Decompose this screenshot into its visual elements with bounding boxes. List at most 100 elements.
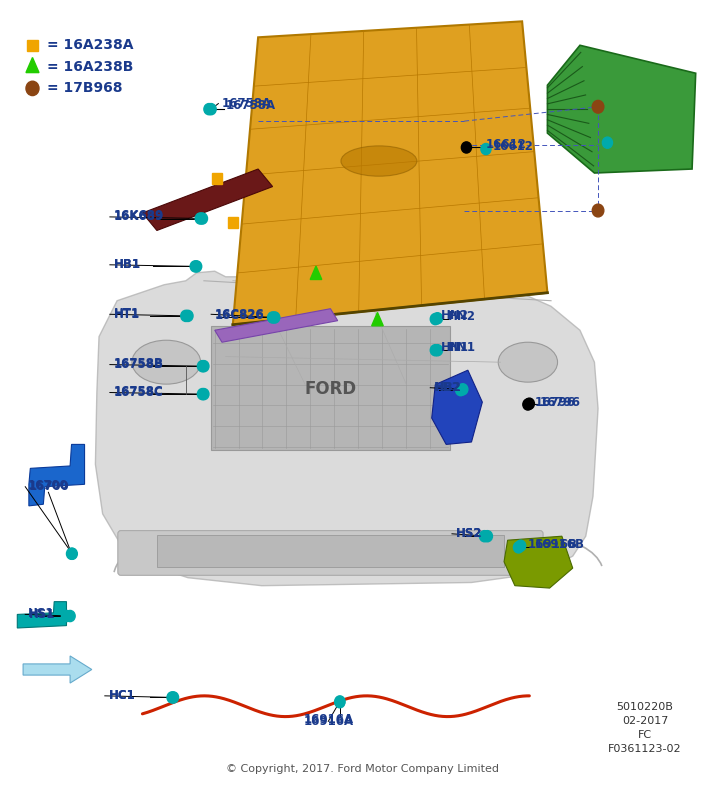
Ellipse shape	[132, 340, 200, 384]
Text: 16916A: 16916A	[303, 713, 354, 727]
Circle shape	[65, 610, 76, 622]
Circle shape	[190, 261, 200, 272]
Text: 16758A: 16758A	[226, 99, 276, 112]
Circle shape	[603, 137, 613, 148]
Text: 16758C: 16758C	[113, 385, 163, 398]
Circle shape	[204, 103, 214, 115]
Circle shape	[335, 696, 345, 707]
Circle shape	[26, 81, 39, 95]
Text: HS1: HS1	[29, 608, 55, 621]
Polygon shape	[233, 22, 547, 324]
Text: HC1: HC1	[108, 690, 135, 702]
Text: HB2: HB2	[436, 381, 462, 394]
Text: HB1: HB1	[113, 258, 141, 272]
Ellipse shape	[498, 342, 558, 382]
Circle shape	[515, 540, 526, 551]
Circle shape	[199, 388, 209, 400]
Text: HT1: HT1	[113, 307, 139, 320]
Polygon shape	[17, 602, 67, 628]
Text: 16796: 16796	[535, 396, 576, 409]
Polygon shape	[142, 169, 272, 231]
Circle shape	[181, 310, 191, 321]
Text: 16916B: 16916B	[534, 538, 584, 551]
Text: = 16A238B: = 16A238B	[47, 60, 134, 74]
Circle shape	[592, 100, 604, 113]
Bar	[211, 326, 450, 450]
Circle shape	[68, 548, 78, 559]
Circle shape	[62, 610, 72, 622]
Polygon shape	[372, 312, 383, 326]
Circle shape	[461, 142, 471, 153]
Text: HN2: HN2	[441, 309, 469, 322]
Text: HT1: HT1	[113, 308, 139, 320]
Bar	[228, 217, 237, 227]
Circle shape	[456, 384, 465, 396]
Text: = 16A238A: = 16A238A	[47, 38, 134, 52]
Circle shape	[481, 143, 491, 155]
Ellipse shape	[341, 146, 417, 176]
Text: HC1: HC1	[108, 689, 135, 702]
Polygon shape	[310, 266, 322, 280]
Circle shape	[523, 399, 533, 410]
Text: 16758B: 16758B	[113, 358, 163, 371]
Text: HN1: HN1	[441, 341, 469, 354]
Circle shape	[206, 103, 216, 115]
Text: HS2: HS2	[456, 527, 482, 541]
Circle shape	[513, 541, 523, 553]
Polygon shape	[95, 272, 598, 586]
Text: FORD: FORD	[304, 380, 356, 397]
Circle shape	[167, 692, 177, 703]
Circle shape	[183, 310, 193, 321]
Circle shape	[592, 204, 604, 217]
Text: HB1: HB1	[113, 257, 141, 271]
Circle shape	[269, 312, 280, 323]
Polygon shape	[432, 370, 482, 445]
Text: HS1: HS1	[28, 607, 54, 620]
Circle shape	[431, 344, 441, 356]
Text: HN2: HN2	[449, 310, 476, 323]
Circle shape	[192, 261, 202, 272]
FancyBboxPatch shape	[118, 530, 543, 575]
Text: 16K689: 16K689	[113, 209, 164, 222]
Circle shape	[195, 213, 205, 224]
Circle shape	[197, 388, 208, 400]
Text: 16700: 16700	[29, 481, 70, 493]
Polygon shape	[29, 445, 84, 506]
Text: 16758B: 16758B	[113, 357, 163, 370]
Text: 16C826: 16C826	[215, 308, 264, 321]
Circle shape	[524, 398, 534, 409]
Text: 16612: 16612	[493, 140, 534, 153]
Text: 16758A: 16758A	[222, 97, 272, 110]
Text: 16758C: 16758C	[113, 386, 163, 399]
Circle shape	[335, 697, 345, 708]
Polygon shape	[215, 308, 338, 342]
Bar	[28, 40, 38, 51]
Circle shape	[457, 384, 468, 395]
Polygon shape	[23, 656, 91, 683]
Polygon shape	[547, 46, 696, 173]
Text: 16612: 16612	[486, 138, 527, 151]
Polygon shape	[26, 58, 39, 73]
Circle shape	[197, 213, 208, 224]
Text: 16K689: 16K689	[113, 211, 164, 223]
Circle shape	[433, 312, 443, 324]
Circle shape	[268, 312, 277, 323]
Text: HS2: HS2	[456, 527, 482, 541]
Circle shape	[67, 548, 77, 559]
Circle shape	[197, 360, 208, 372]
Polygon shape	[504, 536, 573, 588]
Circle shape	[479, 530, 489, 541]
Text: 16700: 16700	[28, 480, 68, 493]
Text: HN1: HN1	[449, 341, 476, 354]
Text: HB2: HB2	[434, 381, 461, 394]
Bar	[212, 173, 221, 183]
Text: 16916A: 16916A	[303, 714, 354, 728]
Bar	[157, 534, 504, 566]
Circle shape	[199, 360, 209, 372]
Text: 16796: 16796	[539, 396, 581, 409]
Text: = 17B968: = 17B968	[47, 82, 123, 95]
Text: © Copyright, 2017. Ford Motor Company Limited: © Copyright, 2017. Ford Motor Company Li…	[227, 764, 499, 775]
Text: 16C826: 16C826	[215, 308, 264, 320]
Circle shape	[433, 344, 443, 356]
Text: 5010220B
02-2017
FC
F0361123-02: 5010220B 02-2017 FC F0361123-02	[608, 702, 682, 754]
